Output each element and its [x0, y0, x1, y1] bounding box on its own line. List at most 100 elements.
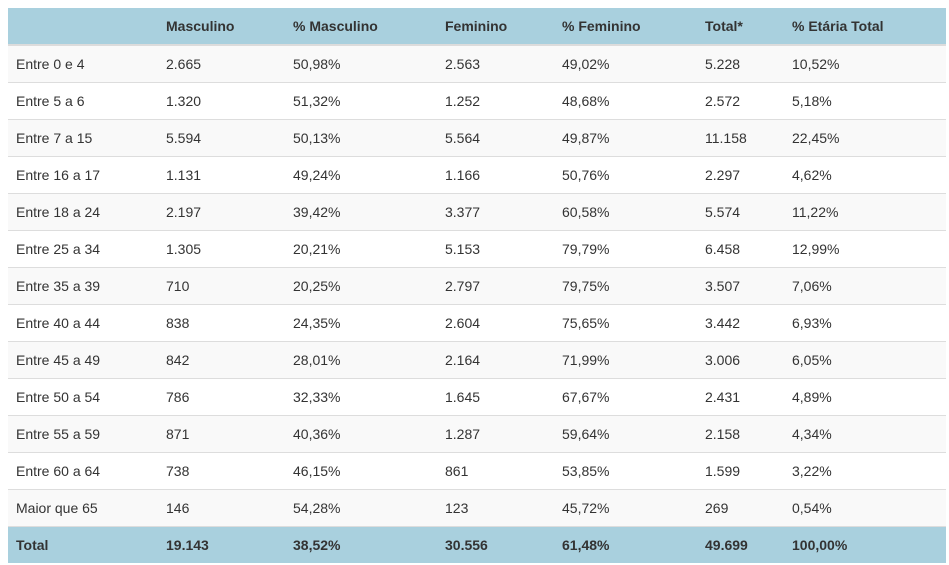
cell-masculino: 1.131 [158, 156, 285, 194]
cell-masculino: 5.594 [158, 119, 285, 157]
cell-total: 1.599 [697, 452, 784, 490]
cell-masculino: 2.665 [158, 44, 285, 83]
cell-pct-feminino: 60,58% [554, 193, 697, 231]
cell-total: 3.507 [697, 267, 784, 305]
cell-feminino: 1.166 [437, 156, 554, 194]
cell-pct-feminino: 67,67% [554, 378, 697, 416]
table-row: Maior que 65 146 54,28% 123 45,72% 269 0… [8, 489, 946, 527]
cell-age-range: Entre 55 a 59 [8, 415, 158, 453]
cell-pct-etaria-total: 6,05% [784, 341, 946, 379]
cell-pct-masculino: 39,42% [285, 193, 437, 231]
cell-masculino: 2.197 [158, 193, 285, 231]
population-age-sex-table: Masculino % Masculino Feminino % Feminin… [8, 8, 946, 563]
cell-age-range: Entre 45 a 49 [8, 341, 158, 379]
cell-feminino: 1.252 [437, 82, 554, 120]
cell-masculino: 1.320 [158, 82, 285, 120]
cell-pct-feminino: 53,85% [554, 452, 697, 490]
cell-masculino: 146 [158, 489, 285, 527]
header-row: Masculino % Masculino Feminino % Feminin… [8, 8, 946, 46]
cell-pct-masculino: 50,13% [285, 119, 437, 157]
header-masculino: Masculino [158, 8, 285, 46]
table-row: Entre 16 a 17 1.131 49,24% 1.166 50,76% … [8, 156, 946, 194]
cell-age-range: Entre 40 a 44 [8, 304, 158, 342]
table-row: Entre 45 a 49 842 28,01% 2.164 71,99% 3.… [8, 341, 946, 379]
header-pct-etaria-total: % Etária Total [784, 8, 946, 46]
cell-age-range: Entre 60 a 64 [8, 452, 158, 490]
header-total: Total* [697, 8, 784, 46]
cell-total: 2.572 [697, 82, 784, 120]
cell-masculino: 842 [158, 341, 285, 379]
table-footer: Total 19.143 38,52% 30.556 61,48% 49.699… [8, 526, 946, 563]
cell-pct-masculino: 24,35% [285, 304, 437, 342]
cell-age-range: Entre 7 a 15 [8, 119, 158, 157]
total-pct-feminino: 61,48% [554, 526, 697, 563]
cell-total: 5.228 [697, 44, 784, 83]
cell-pct-etaria-total: 4,62% [784, 156, 946, 194]
cell-pct-etaria-total: 12,99% [784, 230, 946, 268]
cell-total: 2.431 [697, 378, 784, 416]
table-body: Entre 0 e 4 2.665 50,98% 2.563 49,02% 5.… [8, 44, 946, 527]
header-age-range [8, 8, 158, 46]
cell-pct-masculino: 51,32% [285, 82, 437, 120]
cell-total: 3.006 [697, 341, 784, 379]
cell-pct-masculino: 32,33% [285, 378, 437, 416]
cell-pct-feminino: 79,75% [554, 267, 697, 305]
cell-pct-etaria-total: 10,52% [784, 44, 946, 83]
cell-feminino: 1.287 [437, 415, 554, 453]
total-feminino: 30.556 [437, 526, 554, 563]
cell-age-range: Entre 35 a 39 [8, 267, 158, 305]
cell-pct-masculino: 54,28% [285, 489, 437, 527]
cell-pct-etaria-total: 22,45% [784, 119, 946, 157]
cell-pct-masculino: 20,21% [285, 230, 437, 268]
table-row: Entre 40 a 44 838 24,35% 2.604 75,65% 3.… [8, 304, 946, 342]
cell-pct-etaria-total: 11,22% [784, 193, 946, 231]
cell-pct-feminino: 49,87% [554, 119, 697, 157]
total-pct-etaria-total: 100,00% [784, 526, 946, 563]
cell-pct-feminino: 50,76% [554, 156, 697, 194]
table-row: Entre 5 a 6 1.320 51,32% 1.252 48,68% 2.… [8, 82, 946, 120]
cell-pct-etaria-total: 4,89% [784, 378, 946, 416]
header-pct-masculino: % Masculino [285, 8, 437, 46]
cell-pct-feminino: 75,65% [554, 304, 697, 342]
cell-feminino: 2.604 [437, 304, 554, 342]
cell-pct-masculino: 40,36% [285, 415, 437, 453]
header-feminino: Feminino [437, 8, 554, 46]
cell-pct-etaria-total: 4,34% [784, 415, 946, 453]
cell-pct-masculino: 49,24% [285, 156, 437, 194]
cell-age-range: Entre 25 a 34 [8, 230, 158, 268]
cell-feminino: 5.153 [437, 230, 554, 268]
cell-pct-etaria-total: 7,06% [784, 267, 946, 305]
cell-total: 2.158 [697, 415, 784, 453]
cell-feminino: 861 [437, 452, 554, 490]
table-row: Entre 55 a 59 871 40,36% 1.287 59,64% 2.… [8, 415, 946, 453]
cell-pct-feminino: 71,99% [554, 341, 697, 379]
cell-pct-etaria-total: 0,54% [784, 489, 946, 527]
cell-pct-masculino: 50,98% [285, 44, 437, 83]
cell-feminino: 5.564 [437, 119, 554, 157]
cell-pct-etaria-total: 6,93% [784, 304, 946, 342]
cell-total: 3.442 [697, 304, 784, 342]
cell-total: 269 [697, 489, 784, 527]
cell-age-range: Entre 16 a 17 [8, 156, 158, 194]
cell-masculino: 738 [158, 452, 285, 490]
cell-age-range: Entre 0 e 4 [8, 44, 158, 83]
cell-masculino: 786 [158, 378, 285, 416]
cell-feminino: 2.164 [437, 341, 554, 379]
cell-pct-masculino: 20,25% [285, 267, 437, 305]
table-row: Entre 60 a 64 738 46,15% 861 53,85% 1.59… [8, 452, 946, 490]
table-row: Entre 25 a 34 1.305 20,21% 5.153 79,79% … [8, 230, 946, 268]
cell-pct-feminino: 45,72% [554, 489, 697, 527]
cell-feminino: 2.563 [437, 44, 554, 83]
cell-masculino: 838 [158, 304, 285, 342]
cell-total: 2.297 [697, 156, 784, 194]
cell-feminino: 1.645 [437, 378, 554, 416]
cell-pct-feminino: 49,02% [554, 44, 697, 83]
cell-age-range: Maior que 65 [8, 489, 158, 527]
cell-pct-etaria-total: 5,18% [784, 82, 946, 120]
cell-masculino: 710 [158, 267, 285, 305]
table-row: Entre 0 e 4 2.665 50,98% 2.563 49,02% 5.… [8, 44, 946, 83]
total-total: 49.699 [697, 526, 784, 563]
cell-masculino: 1.305 [158, 230, 285, 268]
cell-age-range: Entre 50 a 54 [8, 378, 158, 416]
cell-total: 11.158 [697, 119, 784, 157]
